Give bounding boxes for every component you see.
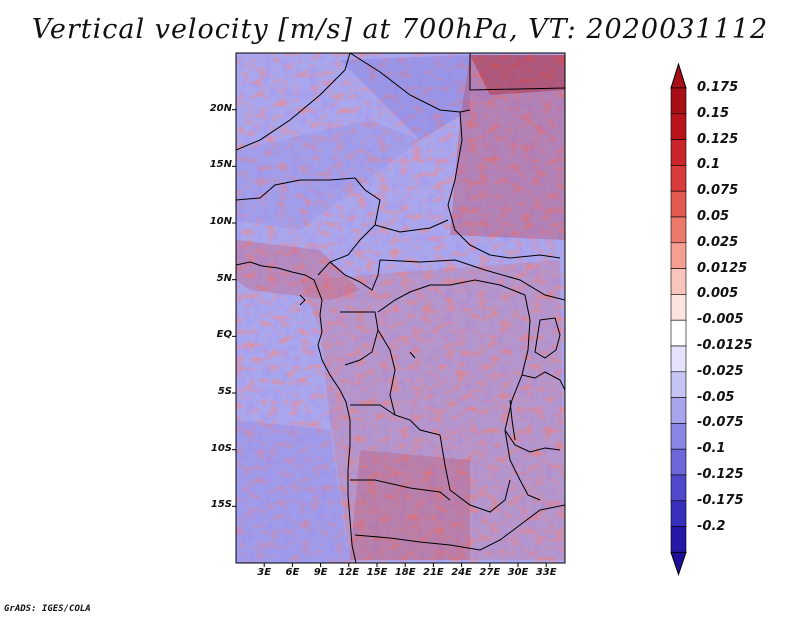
lon-label: 18E xyxy=(394,567,416,578)
colorbar-swatch xyxy=(670,371,687,398)
lon-label: 33E xyxy=(535,567,557,578)
vertical-velocity-field xyxy=(236,53,565,563)
lon-label: 3E xyxy=(257,567,272,578)
colorbar-level-label: -0.05 xyxy=(697,389,735,405)
lat-label: EQ xyxy=(216,329,232,341)
colorbar-swatch xyxy=(670,319,687,347)
figure-title: Vertical velocity [m/s] at 700hPa, VT: 2… xyxy=(31,14,769,45)
colorbar-swatch xyxy=(670,448,687,476)
colorbar-swatch xyxy=(670,268,687,295)
lon-label: 15E xyxy=(366,567,388,578)
colorbar-level-label: -0.005 xyxy=(697,312,744,328)
lat-label: 10N xyxy=(209,216,232,227)
colorbar-swatch xyxy=(670,474,687,502)
colorbar-swatch xyxy=(670,294,687,321)
coastline xyxy=(236,261,357,563)
colorbar-level-label: -0.175 xyxy=(697,492,744,508)
colorbar-level-label: 0.125 xyxy=(697,131,739,147)
lat-label: 5S xyxy=(217,386,232,397)
lon-label: 6E xyxy=(285,567,300,578)
colorbar-swatch xyxy=(670,423,687,450)
axis-ticks xyxy=(232,109,547,567)
colorbar-swatch xyxy=(670,242,687,269)
colorbar-level-label: -0.025 xyxy=(697,363,744,379)
colorbar-swatch xyxy=(670,190,687,218)
colorbar-swatch xyxy=(670,397,687,424)
colorbar-level-label: 0.075 xyxy=(697,183,739,199)
colorbar-level-label: -0.1 xyxy=(697,441,726,457)
colorbar-top-arrow xyxy=(670,62,687,89)
colorbar-level-label: 0.025 xyxy=(697,234,739,250)
lat-label: 10S xyxy=(210,442,232,454)
colorbar-swatch xyxy=(670,87,687,115)
colorbar-level-label: 0.15 xyxy=(697,105,730,121)
colorbar-swatch xyxy=(670,139,687,166)
colorbar-level-label: -0.075 xyxy=(697,415,744,431)
colorbar-swatch xyxy=(670,216,687,244)
country-borders xyxy=(236,53,565,563)
colorbar-swatch xyxy=(670,165,687,192)
colorbar-level-label: 0.05 xyxy=(697,209,730,224)
colorbar-level-label: -0.2 xyxy=(697,518,726,534)
lon-label: 12E xyxy=(338,567,360,578)
colorbar-swatch xyxy=(670,500,687,527)
colorbar-swatch xyxy=(670,526,687,553)
colorbar-bottom-arrow xyxy=(670,551,687,576)
lon-label: 24E xyxy=(451,567,472,578)
lat-label: 5N xyxy=(216,272,232,284)
colorbar-level-label: 0.1 xyxy=(697,157,721,173)
map-frame xyxy=(235,52,566,564)
colorbar-swatch xyxy=(670,113,687,140)
grads-credit: GrADS: IGES/COLA xyxy=(4,604,91,614)
lon-label: 30E xyxy=(507,567,529,578)
colorbar-level-label: 0.175 xyxy=(697,80,739,95)
colorbar-level-label: 0.005 xyxy=(697,286,739,302)
colorbar-level-label: -0.125 xyxy=(697,467,744,482)
lon-label: 27E xyxy=(479,567,501,578)
colorbar-swatch xyxy=(670,345,687,373)
lat-label: 20N xyxy=(209,102,232,114)
colorbar xyxy=(670,62,687,576)
colorbar-level-label: 0.0125 xyxy=(697,260,748,276)
lon-label: 9E xyxy=(313,567,328,578)
lat-label: 15S xyxy=(210,499,232,511)
lon-label: 21E xyxy=(423,567,444,578)
colorbar-level-label: -0.0125 xyxy=(697,338,753,353)
lat-label: 15N xyxy=(209,159,232,171)
